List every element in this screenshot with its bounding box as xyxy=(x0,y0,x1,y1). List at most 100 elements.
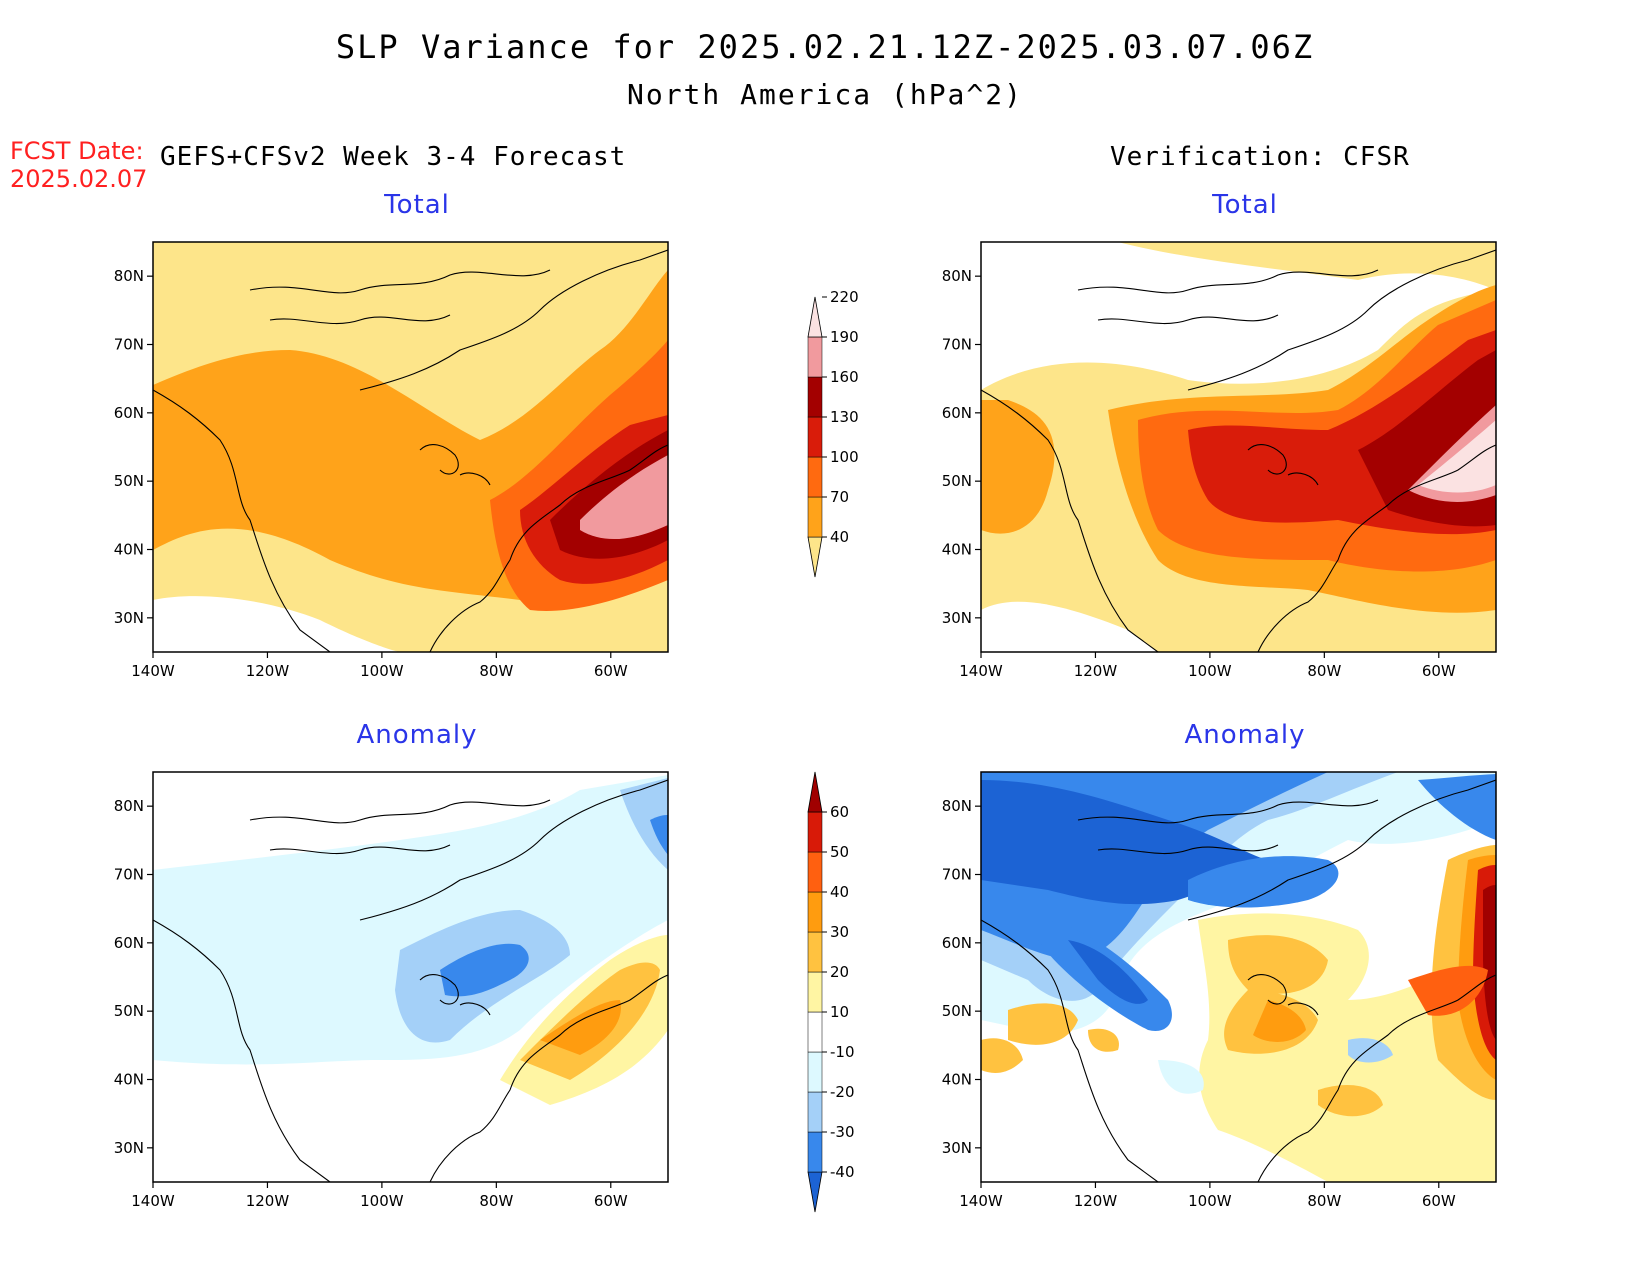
verification-total-title: Total xyxy=(1212,190,1278,220)
colorbar-box xyxy=(807,1011,823,1053)
lon-label: 120W xyxy=(246,662,290,680)
lon-label: 80W xyxy=(1307,662,1341,680)
lon-label: 120W xyxy=(246,1192,290,1210)
lat-label: 70N xyxy=(942,866,972,884)
lon-label: 60W xyxy=(594,662,628,680)
forecast-anomaly-coastlines xyxy=(153,779,668,1182)
forecast-total-title: Total xyxy=(384,190,450,220)
lon-label: 80W xyxy=(1307,1192,1341,1210)
forecast-anomaly-title: Anomaly xyxy=(356,720,478,750)
colorbar-label: -20 xyxy=(830,1083,855,1101)
total-colorbar: 40 70 100 130 160 190 220 xyxy=(807,288,859,578)
lon-label: 140W xyxy=(959,662,1003,680)
forecast-total-map: 80N 70N 60N 50N 40N 30N 140W 120W 100W 80W 60W xyxy=(114,241,669,680)
lat-label: 60N xyxy=(942,934,972,952)
colorbar-label: 60 xyxy=(830,803,849,821)
forecast-total-coastlines xyxy=(153,249,668,652)
lon-label: 140W xyxy=(131,1192,175,1210)
lat-label: 60N xyxy=(114,934,144,952)
verification-anomaly-map: 80N 70N 60N 50N 40N 30N 140W 120W 100W 80W 60W xyxy=(942,771,1497,1210)
lon-label: 140W xyxy=(131,662,175,680)
lon-label: 120W xyxy=(1074,662,1118,680)
subtitle: North America (hPa^2) xyxy=(626,78,1023,111)
colorbar-label: -30 xyxy=(830,1123,855,1141)
lon-label: 100W xyxy=(360,1192,404,1210)
forecast-anomaly-lat-ticks: 80N 70N 60N 50N 40N 30N xyxy=(114,797,153,1157)
main-title: SLP Variance for 2025.02.21.12Z-2025.03.… xyxy=(335,28,1315,66)
colorbar-label: 160 xyxy=(830,368,859,386)
lon-label: 60W xyxy=(1422,1192,1456,1210)
colorbar-high-triangle xyxy=(807,771,823,813)
lat-label: 40N xyxy=(942,541,972,559)
forecast-anomaly-fill xyxy=(153,772,668,1182)
lat-label: 70N xyxy=(114,336,144,354)
lat-label: 80N xyxy=(942,267,972,285)
colorbar-label: 20 xyxy=(830,963,849,981)
lon-label: 100W xyxy=(360,662,404,680)
fcst-date-value: 2025.02.07 xyxy=(10,165,148,193)
forecast-anomaly-lon-ticks: 140W 120W 100W 80W 60W xyxy=(131,1182,628,1210)
fcst-date: FCST Date: 2025.02.07 xyxy=(10,137,147,193)
colorbar-box xyxy=(807,336,823,378)
lon-label: 100W xyxy=(1188,662,1232,680)
colorbar-box xyxy=(807,851,823,893)
forecast-total-lat-ticks: 80N 70N 60N 50N 40N 30N xyxy=(114,267,153,627)
verification-total-coastlines xyxy=(981,249,1496,652)
anomaly-colorbar: -40 -30 -20 -10 10 20 30 40 50 60 xyxy=(807,771,855,1213)
verification-total-fill xyxy=(981,242,1496,652)
colorbar-label: 10 xyxy=(830,1003,849,1021)
colorbar-box xyxy=(807,931,823,973)
lat-label: 60N xyxy=(114,404,144,422)
colorbar-label: 130 xyxy=(830,408,859,426)
colorbar-box xyxy=(807,811,823,853)
colorbar-label: 70 xyxy=(830,488,849,506)
verification-anomaly-lon-ticks: 140W 120W 100W 80W 60W xyxy=(959,1182,1456,1210)
colorbar-low-triangle xyxy=(807,536,823,578)
lon-label: 80W xyxy=(479,1192,513,1210)
fcst-date-label: FCST Date: xyxy=(10,137,144,165)
verification-total-lon-ticks: 140W 120W 100W 80W 60W xyxy=(959,652,1456,680)
colorbar-box xyxy=(807,416,823,458)
colorbar-label: 220 xyxy=(830,288,859,306)
verification-anomaly-title: Anomaly xyxy=(1184,720,1306,750)
verification-anomaly-coastlines xyxy=(981,779,1496,1182)
colorbar-box xyxy=(807,1131,823,1173)
forecast-total-lon-ticks: 140W 120W 100W 80W 60W xyxy=(131,652,628,680)
lat-label: 80N xyxy=(942,797,972,815)
colorbar-high-triangle xyxy=(807,296,823,338)
lon-label: 140W xyxy=(959,1192,1003,1210)
lat-label: 30N xyxy=(114,609,144,627)
lat-label: 50N xyxy=(942,472,972,490)
colorbar-box xyxy=(807,496,823,538)
colorbar-low-triangle xyxy=(807,1171,823,1213)
colorbar-box xyxy=(807,456,823,498)
forecast-anomaly-map: 80N 70N 60N 50N 40N 30N 140W 120W 100W 80W 60W xyxy=(114,771,669,1210)
colorbar-label: 190 xyxy=(830,328,859,346)
colorbar-label: 30 xyxy=(830,923,849,941)
lat-label: 30N xyxy=(114,1139,144,1157)
colorbar-label: 50 xyxy=(830,843,849,861)
colorbar-box xyxy=(807,1091,823,1133)
lat-label: 40N xyxy=(114,541,144,559)
lon-label: 100W xyxy=(1188,1192,1232,1210)
verification-total-map: 80N 70N 60N 50N 40N 30N 140W 120W 100W 80W 60W xyxy=(942,241,1497,680)
verification-anomaly-fill xyxy=(981,772,1496,1182)
lat-label: 80N xyxy=(114,267,144,285)
lon-label: 120W xyxy=(1074,1192,1118,1210)
colorbar-box xyxy=(807,891,823,933)
lat-label: 70N xyxy=(114,866,144,884)
colorbar-label: -40 xyxy=(830,1163,855,1181)
colorbar-label: 100 xyxy=(830,448,859,466)
lon-label: 60W xyxy=(1422,662,1456,680)
colorbar-box xyxy=(807,376,823,418)
lat-label: 40N xyxy=(942,1071,972,1089)
lat-label: 30N xyxy=(942,609,972,627)
lat-label: 30N xyxy=(942,1139,972,1157)
verification-column-header: Verification: CFSR xyxy=(1110,142,1410,172)
forecast-total-fill xyxy=(153,242,668,652)
lat-label: 70N xyxy=(942,336,972,354)
lon-label: 80W xyxy=(479,662,513,680)
colorbar-box xyxy=(807,971,823,1013)
colorbar-label: 40 xyxy=(830,883,849,901)
verification-total-lat-ticks: 80N 70N 60N 50N 40N 30N xyxy=(942,267,981,627)
